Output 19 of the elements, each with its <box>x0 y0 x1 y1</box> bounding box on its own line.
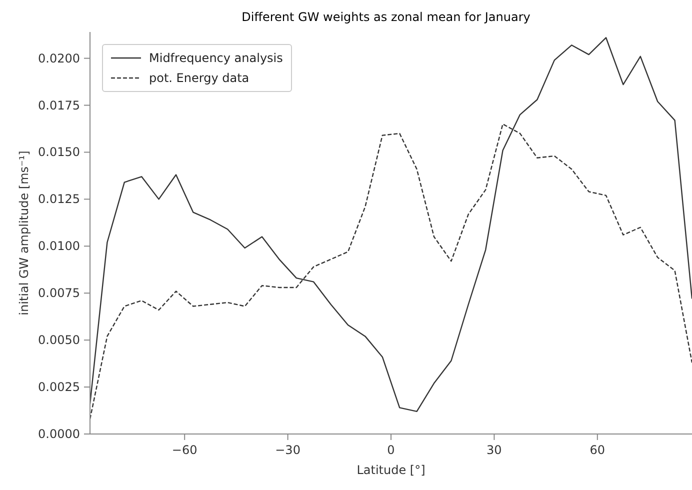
y-tick-label: 0.0025 <box>38 380 80 394</box>
legend-label: Midfrequency analysis <box>149 50 283 67</box>
y-tick-label: 0.0175 <box>38 98 80 112</box>
y-axis-title: initial GW amplitude [ms⁻¹] <box>17 150 31 316</box>
y-tick-label: 0.0050 <box>38 333 80 348</box>
y-tick-label: 0.0000 <box>38 427 80 441</box>
y-tick-label: 0.0150 <box>38 145 80 160</box>
y-tick-label: 0.0075 <box>38 286 80 300</box>
x-tick-label: −30 <box>275 443 300 457</box>
x-tick-label: −60 <box>172 443 198 457</box>
x-axis-title: Latitude [°] <box>356 463 426 477</box>
legend-label: pot. Energy data <box>149 70 250 87</box>
y-tick-label: 0.0125 <box>38 192 80 206</box>
x-tick-label: 60 <box>590 443 606 457</box>
y-tick-label: 0.0200 <box>38 51 80 66</box>
y-tick-label: 0.0100 <box>38 239 80 254</box>
chart-title: Different GW weights as zonal mean for January <box>240 9 532 26</box>
x-tick-label: 0 <box>387 443 395 457</box>
x-tick-label: 30 <box>486 443 502 457</box>
